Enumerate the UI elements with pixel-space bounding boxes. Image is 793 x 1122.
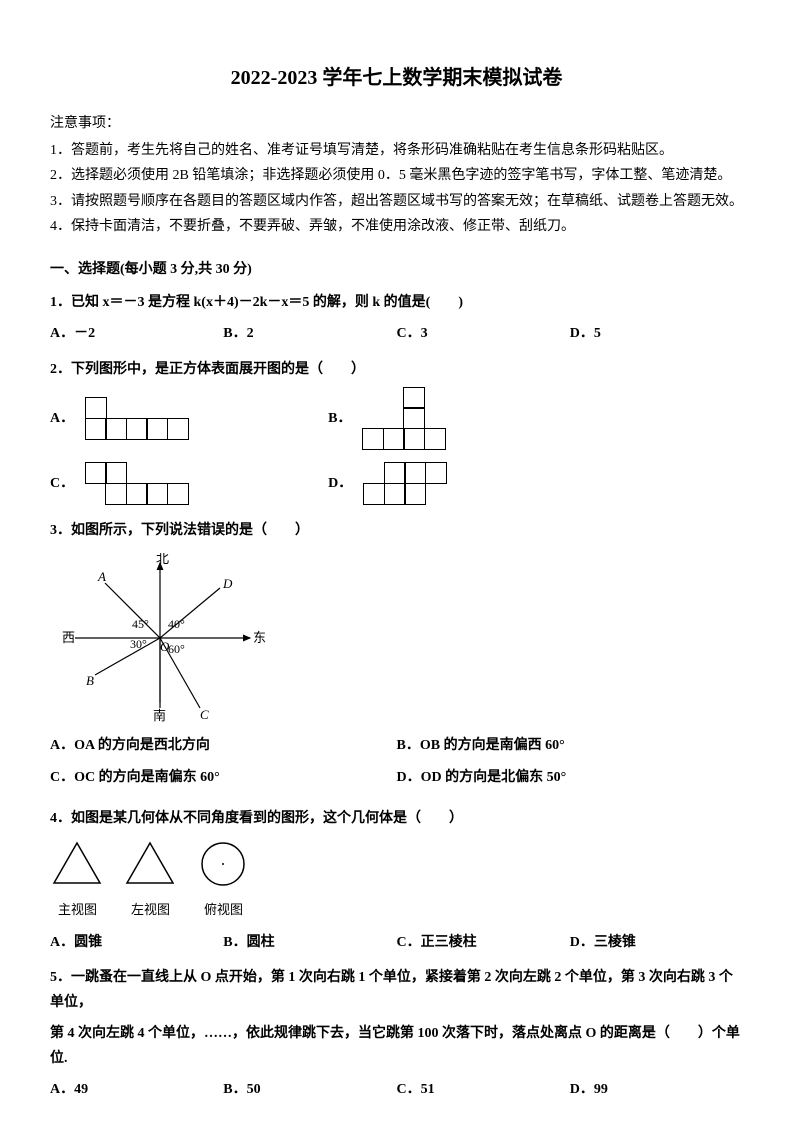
label-west: 西 — [62, 630, 75, 645]
angle-45: 45° — [132, 617, 149, 631]
option-D[interactable]: D．99 — [570, 1077, 743, 1102]
question-stem-line1: 5．一跳蚤在一直线上从 O 点开始，第 1 次向右跳 1 个单位，紧接着第 2 … — [50, 965, 743, 1015]
options-row: A．－2 B．2 C．3 D．5 — [50, 321, 743, 346]
page-title: 2022-2023 学年七上数学期末模拟试卷 — [50, 60, 743, 96]
option-D[interactable]: D． — [328, 463, 446, 504]
compass-diagram: 北 南 东 西 A D B C O 45° 30° 40° 60° — [60, 553, 743, 723]
triangle-icon — [50, 839, 105, 887]
option-B[interactable]: B．50 — [223, 1077, 396, 1102]
label-south: 南 — [153, 708, 166, 723]
option-A[interactable]: A． — [50, 398, 188, 439]
top-view: 俯视图 — [196, 839, 251, 922]
angle-30: 30° — [130, 637, 147, 651]
angle-40: 40° — [168, 617, 185, 631]
option-label: C． — [50, 476, 74, 491]
option-C[interactable]: C．OC 的方向是南偏东 60° — [50, 765, 397, 790]
question-4: 4．如图是某几何体从不同角度看到的图形，这个几何体是（ ） 主视图 左视图 俯视… — [50, 806, 743, 955]
option-B[interactable]: B．OB 的方向是南偏西 60° — [397, 733, 744, 758]
cube-net-A — [86, 398, 189, 439]
option-label: B． — [328, 411, 351, 426]
question-2: 2．下列图形中，是正方体表面展开图的是（ ） A． B． C． — [50, 357, 743, 505]
option-A[interactable]: A．－2 — [50, 321, 223, 346]
instruction-line: 2．选择题必须使用 2B 铅笔填涂；非选择题必须使用 0．5 毫米黑色字迹的签字… — [50, 163, 743, 188]
view-label: 左视图 — [123, 898, 178, 921]
label-A: A — [97, 569, 106, 584]
label-north: 北 — [156, 553, 169, 566]
question-3: 3．如图所示，下列说法错误的是（ ） 北 南 — [50, 518, 743, 796]
net-row-1: A． B． — [50, 388, 743, 450]
front-view: 主视图 — [50, 839, 105, 922]
cube-net-C — [86, 463, 189, 504]
option-C[interactable]: C．51 — [397, 1077, 570, 1102]
cube-net-B — [363, 388, 445, 450]
option-label: D． — [328, 476, 352, 491]
question-stem: 4．如图是某几何体从不同角度看到的图形，这个几何体是（ ） — [50, 806, 743, 831]
view-label: 主视图 — [50, 898, 105, 921]
question-1: 1．已知 x＝－3 是方程 k(x＋4)－2k－x＝5 的解，则 k 的值是( … — [50, 290, 743, 346]
label-C: C — [200, 707, 209, 722]
options-grid: A．OA 的方向是西北方向 B．OB 的方向是南偏西 60° C．OC 的方向是… — [50, 733, 743, 795]
left-view: 左视图 — [123, 839, 178, 922]
question-stem: 1．已知 x＝－3 是方程 k(x＋4)－2k－x＝5 的解，则 k 的值是( … — [50, 290, 743, 315]
question-stem: 2．下列图形中，是正方体表面展开图的是（ ） — [50, 357, 743, 382]
option-D[interactable]: D．三棱锥 — [570, 930, 743, 955]
label-east: 东 — [253, 630, 266, 645]
net-row-2: C． D． — [50, 463, 743, 504]
view-label: 俯视图 — [196, 898, 251, 921]
option-B[interactable]: B．圆柱 — [223, 930, 396, 955]
option-B[interactable]: B． — [328, 388, 445, 450]
option-C[interactable]: C．正三棱柱 — [397, 930, 570, 955]
option-D[interactable]: D．5 — [570, 321, 743, 346]
options-row: A．圆锥 B．圆柱 C．正三棱柱 D．三棱锥 — [50, 930, 743, 955]
option-C[interactable]: C． — [50, 463, 188, 504]
instructions-block: 1．答题前，考生先将自己的姓名、准考证号填写清楚，将条形码准确粘贴在考生信息条形… — [50, 138, 743, 239]
option-A[interactable]: A．49 — [50, 1077, 223, 1102]
instruction-line: 1．答题前，考生先将自己的姓名、准考证号填写清楚，将条形码准确粘贴在考生信息条形… — [50, 138, 743, 163]
instruction-line: 3．请按照题号顺序在各题目的答题区域内作答，超出答题区域书写的答案无效；在草稿纸… — [50, 189, 743, 214]
angle-60: 60° — [168, 642, 185, 656]
question-stem: 3．如图所示，下列说法错误的是（ ） — [50, 518, 743, 543]
three-views: 主视图 左视图 俯视图 — [50, 839, 743, 922]
label-B: B — [86, 673, 94, 688]
triangle-icon — [123, 839, 178, 887]
option-C[interactable]: C．3 — [397, 321, 570, 346]
instructions-heading: 注意事项： — [50, 111, 743, 136]
cube-net-D — [364, 463, 446, 504]
label-D: D — [222, 576, 233, 591]
option-A[interactable]: A．圆锥 — [50, 930, 223, 955]
option-label: A． — [50, 411, 74, 426]
option-A[interactable]: A．OA 的方向是西北方向 — [50, 733, 397, 758]
instruction-line: 4．保持卡面清洁，不要折叠，不要弄破、弄皱，不准使用涂改液、修正带、刮纸刀。 — [50, 214, 743, 239]
compass-svg: 北 南 东 西 A D B C O 45° 30° 40° 60° — [60, 553, 270, 723]
section-heading: 一、选择题(每小题 3 分,共 30 分) — [50, 257, 743, 282]
options-row: A．49 B．50 C．51 D．99 — [50, 1077, 743, 1102]
option-B[interactable]: B．2 — [223, 321, 396, 346]
question-5: 5．一跳蚤在一直线上从 O 点开始，第 1 次向右跳 1 个单位，紧接着第 2 … — [50, 965, 743, 1103]
circle-icon — [196, 839, 251, 887]
option-D[interactable]: D．OD 的方向是北偏东 50° — [397, 765, 744, 790]
question-stem-line2: 第 4 次向左跳 4 个单位，……，依此规律跳下去，当它跳第 100 次落下时，… — [50, 1021, 743, 1071]
